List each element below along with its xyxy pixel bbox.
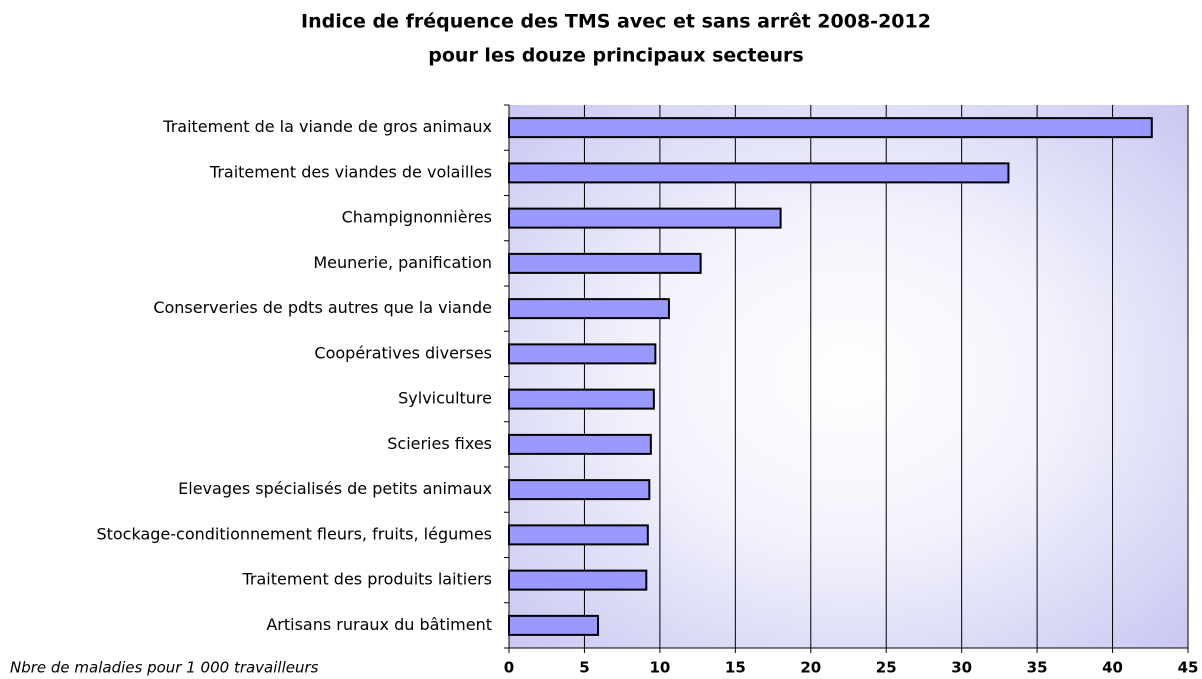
- bar: [508, 433, 652, 455]
- y-tick-label: Traitement de la viande de gros animaux: [162, 117, 492, 136]
- bar: [508, 162, 1010, 184]
- y-tick-label: Scieries fixes: [387, 434, 492, 453]
- x-tick-label: 35: [1027, 659, 1048, 677]
- bar: [508, 388, 655, 410]
- x-tick-label: 15: [725, 659, 746, 677]
- bar: [508, 479, 651, 501]
- y-tick-label: Conserveries de pdts autres que la viand…: [153, 298, 492, 317]
- chart-subtitle: pour les douze principaux secteurs: [428, 45, 803, 67]
- bar: [508, 117, 1153, 139]
- y-tick-label: Champignonnières: [342, 208, 492, 227]
- bar: [508, 343, 657, 365]
- y-tick-label: Traitement des viandes de volailles: [209, 162, 492, 181]
- x-tick-label: 40: [1102, 659, 1123, 677]
- x-tick-label: 25: [876, 659, 897, 677]
- plot-area: [509, 105, 1188, 648]
- y-tick-label: Sylviculture: [398, 389, 492, 408]
- x-tick-label: 20: [800, 659, 821, 677]
- bar: [508, 614, 600, 636]
- y-tick-label: Meunerie, panification: [313, 253, 492, 272]
- bar: [508, 569, 648, 591]
- bar: [508, 298, 670, 320]
- bar: [508, 207, 782, 229]
- x-tick-label: 10: [649, 659, 670, 677]
- x-tick-label: 5: [579, 659, 589, 677]
- axis-note: Nbre de maladies pour 1 000 travailleurs: [10, 659, 319, 677]
- y-tick-label: Stockage-conditionnement fleurs, fruits,…: [96, 524, 492, 543]
- x-tick-label: 0: [504, 659, 514, 677]
- y-tick-label: Traitement des produits laitiers: [242, 570, 493, 589]
- chart-title: Indice de fréquence des TMS avec et sans…: [301, 11, 931, 33]
- y-tick-label: Elevages spécialisés de petits animaux: [178, 479, 492, 498]
- bar: [508, 252, 702, 274]
- y-tick-label: Artisans ruraux du bâtiment: [266, 615, 492, 634]
- y-tick-label: Coopératives diverses: [314, 343, 492, 362]
- bar: [508, 524, 649, 546]
- x-tick-label: 45: [1178, 659, 1199, 677]
- x-tick-label: 30: [951, 659, 972, 677]
